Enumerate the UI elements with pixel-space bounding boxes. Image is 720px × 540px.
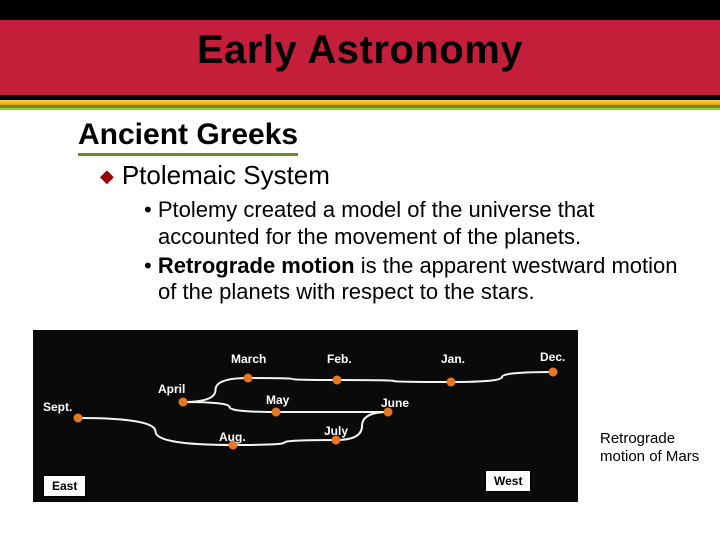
- band-black-top: [0, 0, 720, 20]
- bold-term: Retrograde motion: [158, 253, 355, 278]
- month-label-sept: Sept.: [43, 400, 72, 414]
- band-green2: [0, 108, 720, 110]
- month-label-aug: Aug.: [219, 430, 246, 444]
- marker-feb: [333, 376, 342, 385]
- east-label: East: [43, 475, 86, 497]
- month-label-may: May: [266, 393, 289, 407]
- month-label-july: July: [324, 424, 348, 438]
- section-heading: Ancient Greeks: [78, 118, 298, 156]
- marker-dec: [549, 368, 558, 377]
- month-label-june: June: [381, 396, 409, 410]
- diagram-caption: Retrograde motion of Mars: [600, 430, 710, 466]
- sub-item-1: • Ptolemy created a model of the univers…: [144, 197, 690, 251]
- diamond-bullet-icon: ◆: [100, 166, 114, 187]
- sub-item-1-text: Ptolemy created a model of the universe …: [158, 197, 595, 249]
- retrograde-diagram: Dec. Jan. Feb. March April May June July Aug. Sep…: [33, 330, 578, 502]
- marker-sept: [74, 414, 83, 423]
- month-label-april: April: [158, 382, 185, 396]
- marker-jan: [447, 378, 456, 387]
- header-band: Early Astronomy: [0, 0, 720, 105]
- bullet-row: ◆ Ptolemaic System: [100, 160, 690, 191]
- month-label-march: March: [231, 352, 266, 366]
- sub-list: • Ptolemy created a model of the univers…: [144, 197, 690, 306]
- month-label-feb: Feb.: [327, 352, 352, 366]
- marker-may: [272, 408, 281, 417]
- month-label-jan: Jan.: [441, 352, 465, 366]
- west-label: West: [485, 470, 531, 492]
- page-title: Early Astronomy: [0, 28, 720, 73]
- retrograde-path: [78, 372, 553, 445]
- month-label-dec: Dec.: [540, 350, 565, 364]
- marker-april: [179, 398, 188, 407]
- sub-item-2: • Retrograde motion is the apparent west…: [144, 253, 690, 307]
- bullet-label: Ptolemaic System: [122, 160, 330, 191]
- marker-march: [244, 374, 253, 383]
- content-area: Ancient Greeks ◆ Ptolemaic System • Ptol…: [78, 118, 690, 308]
